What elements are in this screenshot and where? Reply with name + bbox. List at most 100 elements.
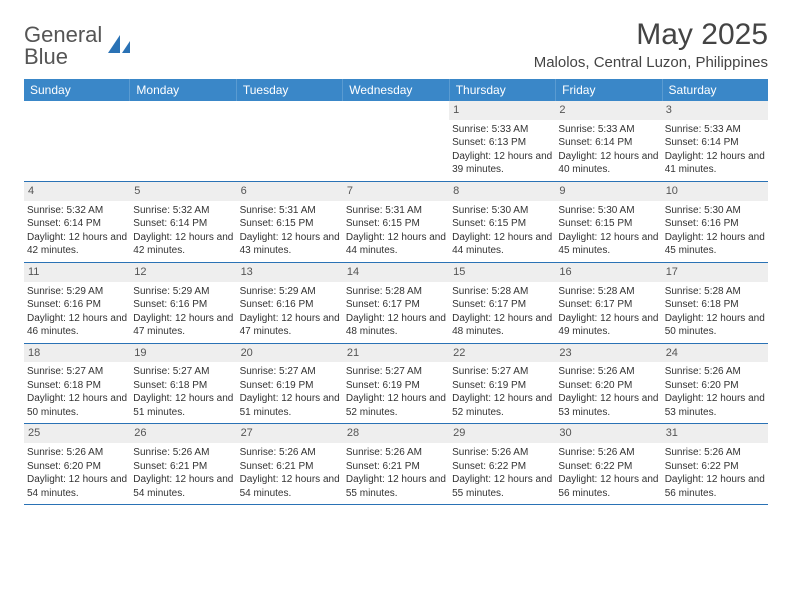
day-cell bbox=[24, 101, 130, 181]
day-detail-line: Sunset: 6:18 PM bbox=[133, 379, 233, 393]
day-details: Sunrise: 5:26 AMSunset: 6:22 PMDaylight:… bbox=[452, 446, 552, 500]
day-cell: 21Sunrise: 5:27 AMSunset: 6:19 PMDayligh… bbox=[343, 344, 449, 424]
day-details: Sunrise: 5:26 AMSunset: 6:22 PMDaylight:… bbox=[665, 446, 765, 500]
day-detail-line: Daylight: 12 hours and 54 minutes. bbox=[133, 473, 233, 500]
day-detail-line: Daylight: 12 hours and 48 minutes. bbox=[452, 312, 552, 339]
day-cell bbox=[343, 101, 449, 181]
day-detail-line: Sunset: 6:15 PM bbox=[452, 217, 552, 231]
day-detail-line: Daylight: 12 hours and 40 minutes. bbox=[558, 150, 658, 177]
day-number: 31 bbox=[662, 424, 768, 443]
day-number: 20 bbox=[237, 344, 343, 363]
day-detail-line: Sunrise: 5:28 AM bbox=[558, 285, 658, 299]
day-detail-line: Sunset: 6:22 PM bbox=[558, 460, 658, 474]
day-details: Sunrise: 5:27 AMSunset: 6:18 PMDaylight:… bbox=[27, 365, 127, 419]
day-cell: 13Sunrise: 5:29 AMSunset: 6:16 PMDayligh… bbox=[237, 263, 343, 343]
day-details: Sunrise: 5:26 AMSunset: 6:20 PMDaylight:… bbox=[665, 365, 765, 419]
day-number: 25 bbox=[24, 424, 130, 443]
weekday-header: Thursday bbox=[450, 79, 556, 101]
day-detail-line: Sunrise: 5:33 AM bbox=[558, 123, 658, 137]
day-detail-line: Daylight: 12 hours and 47 minutes. bbox=[240, 312, 340, 339]
sail-icon bbox=[106, 33, 132, 60]
day-cell: 28Sunrise: 5:26 AMSunset: 6:21 PMDayligh… bbox=[343, 424, 449, 504]
day-detail-line: Sunset: 6:18 PM bbox=[27, 379, 127, 393]
day-detail-line: Sunset: 6:14 PM bbox=[133, 217, 233, 231]
day-number: 18 bbox=[24, 344, 130, 363]
day-detail-line: Sunset: 6:14 PM bbox=[665, 136, 765, 150]
day-number: 12 bbox=[130, 263, 236, 282]
day-details: Sunrise: 5:26 AMSunset: 6:20 PMDaylight:… bbox=[27, 446, 127, 500]
day-detail-line: Sunset: 6:17 PM bbox=[558, 298, 658, 312]
day-cell bbox=[130, 101, 236, 181]
day-detail-line: Sunset: 6:17 PM bbox=[452, 298, 552, 312]
day-details: Sunrise: 5:29 AMSunset: 6:16 PMDaylight:… bbox=[27, 285, 127, 339]
day-detail-line: Sunrise: 5:29 AM bbox=[133, 285, 233, 299]
day-detail-line: Daylight: 12 hours and 53 minutes. bbox=[665, 392, 765, 419]
day-number: 22 bbox=[449, 344, 555, 363]
day-details: Sunrise: 5:32 AMSunset: 6:14 PMDaylight:… bbox=[133, 204, 233, 258]
day-detail-line: Sunset: 6:16 PM bbox=[240, 298, 340, 312]
day-detail-line: Daylight: 12 hours and 44 minutes. bbox=[452, 231, 552, 258]
day-number: 29 bbox=[449, 424, 555, 443]
day-detail-line: Sunset: 6:21 PM bbox=[133, 460, 233, 474]
day-detail-line: Sunset: 6:16 PM bbox=[133, 298, 233, 312]
day-number bbox=[130, 101, 236, 120]
day-details: Sunrise: 5:26 AMSunset: 6:21 PMDaylight:… bbox=[346, 446, 446, 500]
day-number bbox=[237, 101, 343, 120]
day-number: 30 bbox=[555, 424, 661, 443]
day-detail-line: Sunset: 6:19 PM bbox=[452, 379, 552, 393]
day-number: 27 bbox=[237, 424, 343, 443]
day-detail-line: Daylight: 12 hours and 49 minutes. bbox=[558, 312, 658, 339]
day-detail-line: Sunrise: 5:32 AM bbox=[27, 204, 127, 218]
day-details: Sunrise: 5:29 AMSunset: 6:16 PMDaylight:… bbox=[240, 285, 340, 339]
day-cell: 25 Sunrise: 5:26 AMSunset: 6:20 PMDayligh… bbox=[24, 424, 130, 504]
day-cell: 7Sunrise: 5:31 AMSunset: 6:15 PMDaylight… bbox=[343, 182, 449, 262]
day-detail-line: Daylight: 12 hours and 42 minutes. bbox=[133, 231, 233, 258]
day-details: Sunrise: 5:27 AMSunset: 6:19 PMDaylight:… bbox=[452, 365, 552, 419]
day-detail-line: Sunset: 6:19 PM bbox=[346, 379, 446, 393]
day-cell: 12Sunrise: 5:29 AMSunset: 6:16 PMDayligh… bbox=[130, 263, 236, 343]
day-detail-line: Sunrise: 5:26 AM bbox=[558, 446, 658, 460]
day-details: Sunrise: 5:28 AMSunset: 6:18 PMDaylight:… bbox=[665, 285, 765, 339]
day-detail-line: Sunset: 6:20 PM bbox=[27, 460, 127, 474]
day-detail-line: Sunset: 6:16 PM bbox=[665, 217, 765, 231]
day-detail-line: Sunrise: 5:27 AM bbox=[27, 365, 127, 379]
day-detail-line: Daylight: 12 hours and 50 minutes. bbox=[665, 312, 765, 339]
day-cell bbox=[237, 101, 343, 181]
day-number: 7 bbox=[343, 182, 449, 201]
day-number: 8 bbox=[449, 182, 555, 201]
day-details: Sunrise: 5:28 AMSunset: 6:17 PMDaylight:… bbox=[452, 285, 552, 339]
day-details: Sunrise: 5:26 AMSunset: 6:21 PMDaylight:… bbox=[240, 446, 340, 500]
day-detail-line: Daylight: 12 hours and 41 minutes. bbox=[665, 150, 765, 177]
day-detail-line: Sunrise: 5:27 AM bbox=[240, 365, 340, 379]
day-number: 24 bbox=[662, 344, 768, 363]
header: General Blue May 2025 Malolos, Central L… bbox=[24, 18, 768, 71]
day-detail-line: Sunset: 6:17 PM bbox=[346, 298, 446, 312]
day-detail-line: Daylight: 12 hours and 42 minutes. bbox=[27, 231, 127, 258]
day-number: 1 bbox=[449, 101, 555, 120]
day-detail-line: Sunrise: 5:33 AM bbox=[665, 123, 765, 137]
day-detail-line: Sunrise: 5:26 AM bbox=[346, 446, 446, 460]
day-number: 5 bbox=[130, 182, 236, 201]
calendar-page: General Blue May 2025 Malolos, Central L… bbox=[0, 0, 792, 515]
day-detail-line: Daylight: 12 hours and 39 minutes. bbox=[452, 150, 552, 177]
day-detail-line: Sunset: 6:13 PM bbox=[452, 136, 552, 150]
day-details: Sunrise: 5:28 AMSunset: 6:17 PMDaylight:… bbox=[558, 285, 658, 339]
day-number: 17 bbox=[662, 263, 768, 282]
day-cell: 23Sunrise: 5:26 AMSunset: 6:20 PMDayligh… bbox=[555, 344, 661, 424]
week-row: 18Sunrise: 5:27 AMSunset: 6:18 PMDayligh… bbox=[24, 343, 768, 424]
day-cell: 22 Sunrise: 5:27 AMSunset: 6:19 PMDayligh… bbox=[449, 344, 555, 424]
day-detail-line: Sunset: 6:21 PM bbox=[346, 460, 446, 474]
day-details: Sunrise: 5:33 AMSunset: 6:13 PMDaylight:… bbox=[452, 123, 552, 177]
day-detail-line: Daylight: 12 hours and 45 minutes. bbox=[558, 231, 658, 258]
day-number bbox=[343, 101, 449, 120]
day-cell: 14Sunrise: 5:28 AMSunset: 6:17 PMDayligh… bbox=[343, 263, 449, 343]
day-detail-line: Sunrise: 5:26 AM bbox=[558, 365, 658, 379]
day-number: 19 bbox=[130, 344, 236, 363]
day-detail-line: Sunrise: 5:33 AM bbox=[452, 123, 552, 137]
day-detail-line: Daylight: 12 hours and 52 minutes. bbox=[452, 392, 552, 419]
weekday-header-row: SundayMondayTuesdayWednesdayThursdayFrid… bbox=[24, 79, 768, 101]
day-cell: 24 Sunrise: 5:26 AMSunset: 6:20 PMDayligh… bbox=[662, 344, 768, 424]
day-detail-line: Sunrise: 5:28 AM bbox=[346, 285, 446, 299]
day-detail-line: Sunrise: 5:32 AM bbox=[133, 204, 233, 218]
day-number: 21 bbox=[343, 344, 449, 363]
